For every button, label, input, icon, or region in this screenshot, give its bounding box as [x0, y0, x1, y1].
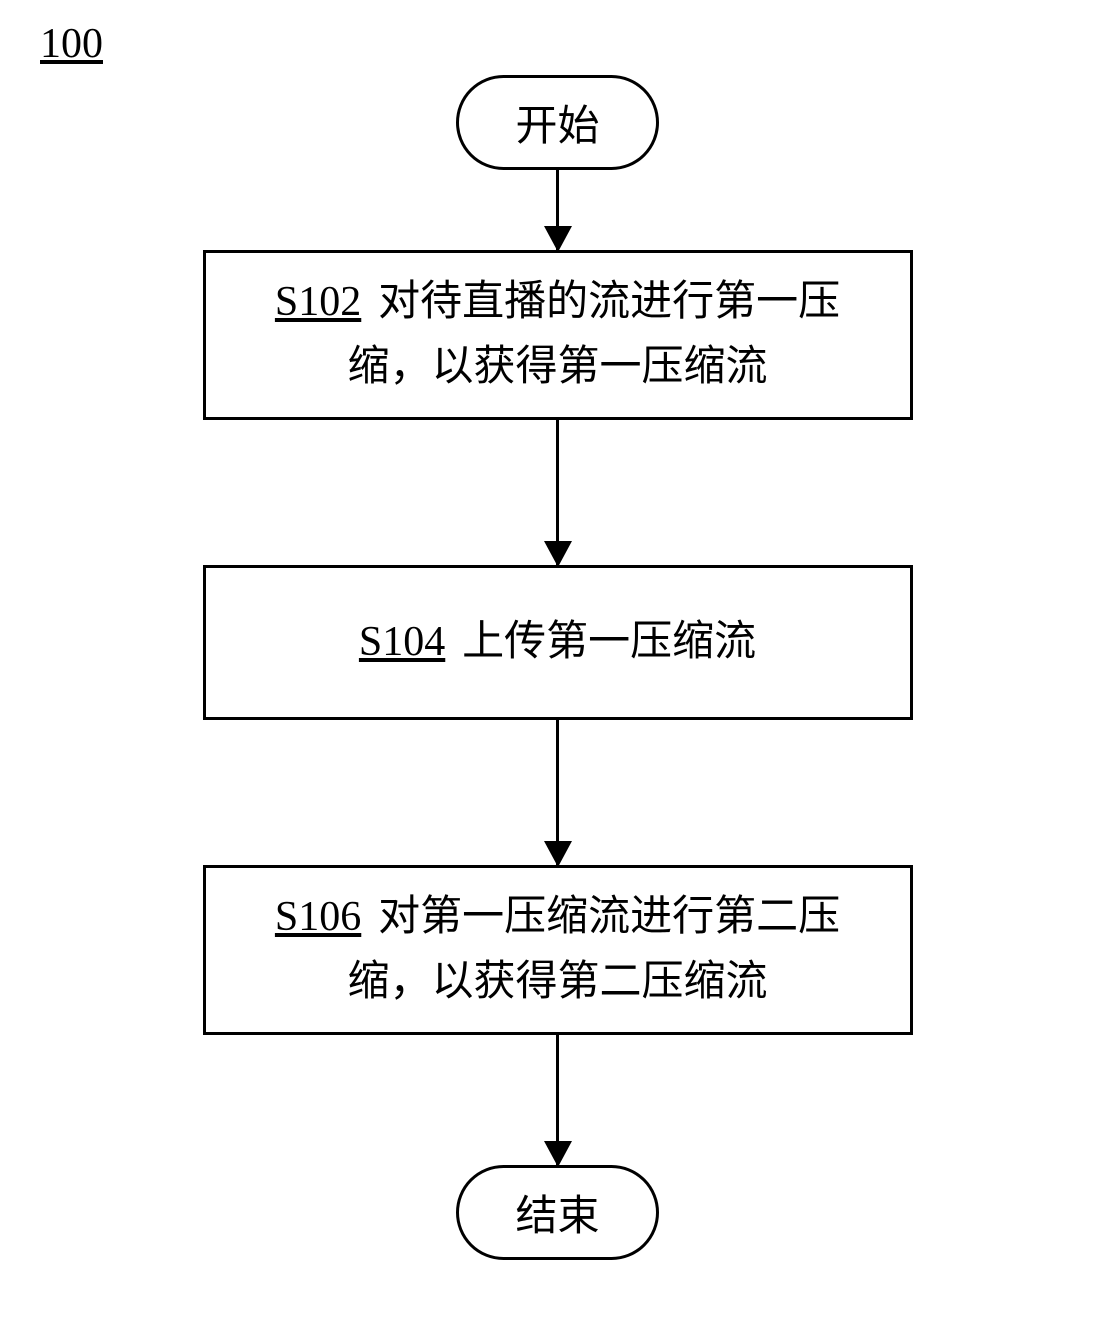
- process-s104: S104 上传第一压缩流: [203, 565, 913, 720]
- process-s102: S102 对待直播的流进行第一压 缩，以获得第一压缩流: [203, 250, 913, 420]
- process-s106-line2: 缩，以获得第二压缩流: [347, 959, 767, 1005]
- flowchart-container: 开始 S102 对待直播的流进行第一压 缩，以获得第一压缩流 S104 上传第一压缩…: [203, 75, 913, 1260]
- arrow-2: [556, 420, 559, 565]
- step-id-s106: S106: [275, 894, 361, 940]
- process-s102-line1: 对待直播的流进行第一压: [378, 279, 840, 325]
- process-s102-text: S102 对待直播的流进行第一压 缩，以获得第一压缩流: [275, 270, 840, 400]
- step-id-s102: S102: [275, 279, 361, 325]
- process-s102-line2: 缩，以获得第一压缩流: [347, 344, 767, 390]
- arrow-4: [556, 1035, 559, 1165]
- figure-label: 100: [40, 20, 103, 68]
- process-s106-line1: 对第一压缩流进行第二压: [378, 894, 840, 940]
- end-terminal: 结束: [456, 1165, 658, 1260]
- start-terminal: 开始: [456, 75, 658, 170]
- process-s104-text: S104 上传第一压缩流: [359, 610, 756, 675]
- arrow-1: [556, 170, 559, 250]
- step-id-s104: S104: [359, 619, 445, 665]
- arrow-3: [556, 720, 559, 865]
- process-s104-line1: 上传第一压缩流: [462, 619, 756, 665]
- process-s106: S106 对第一压缩流进行第二压 缩，以获得第二压缩流: [203, 865, 913, 1035]
- process-s106-text: S106 对第一压缩流进行第二压 缩，以获得第二压缩流: [275, 885, 840, 1015]
